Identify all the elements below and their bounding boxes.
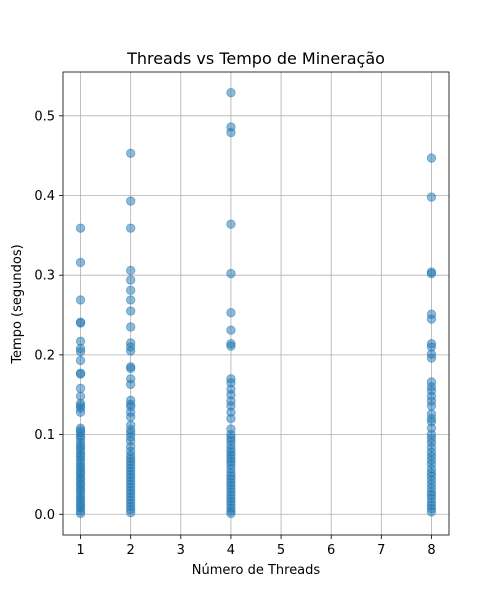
data-point	[125, 306, 136, 316]
x-tick-label: 2	[127, 543, 135, 558]
data-point	[426, 401, 437, 411]
data-point	[125, 196, 136, 206]
data-point	[125, 322, 136, 332]
data-points	[75, 88, 437, 519]
data-point	[125, 295, 136, 305]
data-point	[125, 346, 136, 356]
data-point	[426, 268, 437, 279]
data-point	[75, 407, 86, 417]
data-point	[426, 353, 437, 363]
data-point	[75, 369, 86, 379]
data-point	[75, 383, 86, 394]
data-point	[75, 295, 86, 305]
data-point	[426, 153, 437, 163]
data-point	[226, 341, 236, 351]
data-point	[226, 88, 236, 98]
data-point	[125, 148, 136, 158]
axis-ticks: 1 2 3 4 5 6 7 8 0.0 0.1 0.2 0.3 0.4 0.5	[34, 109, 435, 558]
data-point	[125, 507, 136, 518]
data-point	[75, 257, 86, 268]
y-axis-label: Tempo (segundos)	[10, 244, 25, 364]
data-point	[125, 379, 136, 390]
data-point	[226, 508, 236, 519]
data-point	[125, 223, 136, 233]
data-point	[426, 192, 437, 202]
y-tick-label: 0.0	[34, 508, 55, 523]
y-tick-label: 0.3	[34, 269, 55, 284]
data-point	[226, 268, 236, 279]
data-point	[226, 307, 236, 318]
data-point	[226, 127, 236, 138]
chart-title: Threads vs Tempo de Mineração	[126, 49, 385, 68]
data-point	[125, 412, 136, 422]
data-point	[426, 314, 437, 324]
data-point	[75, 347, 86, 357]
data-point	[75, 318, 86, 328]
data-point	[125, 363, 136, 374]
x-tick-label: 1	[76, 543, 84, 558]
data-point	[75, 355, 86, 366]
plot-frame	[62, 71, 450, 536]
y-tick-label: 0.1	[34, 428, 55, 443]
x-tick-label: 3	[177, 543, 185, 558]
y-tick-label: 0.4	[34, 189, 55, 204]
data-point	[226, 413, 236, 424]
plot-area-background	[63, 72, 449, 535]
data-point	[426, 507, 437, 517]
x-tick-label: 8	[427, 543, 435, 558]
data-point	[226, 219, 236, 229]
data-point	[125, 285, 136, 296]
data-point	[226, 325, 236, 335]
data-point	[75, 508, 86, 519]
x-tick-label: 6	[327, 543, 335, 558]
x-tick-label: 7	[377, 543, 385, 558]
x-axis-label: Número de Threads	[192, 563, 321, 578]
data-point	[125, 265, 136, 276]
y-tick-label: 0.2	[34, 348, 55, 363]
data-point	[125, 275, 136, 285]
x-tick-label: 4	[227, 543, 235, 558]
data-point	[75, 223, 86, 233]
y-tick-label: 0.5	[34, 109, 55, 124]
x-tick-label: 5	[277, 543, 285, 558]
